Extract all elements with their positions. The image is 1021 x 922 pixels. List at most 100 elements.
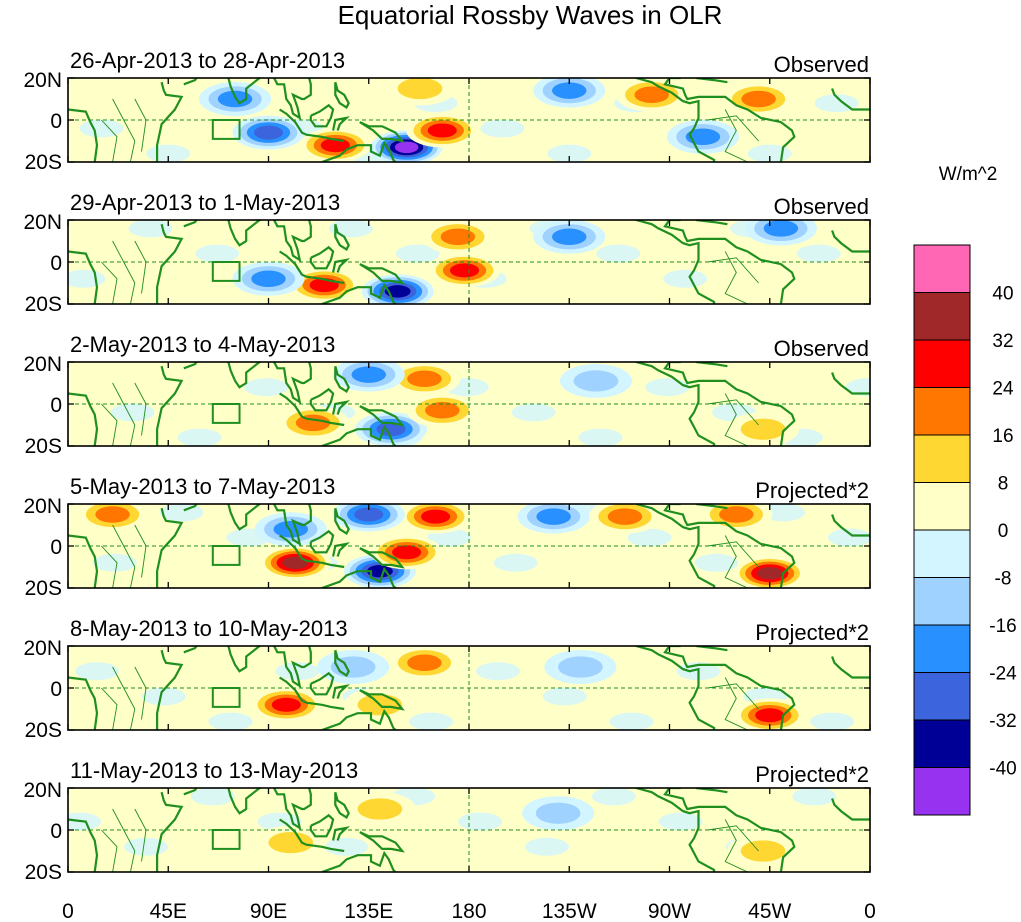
y-tick-label: 0 — [50, 678, 62, 701]
country-border — [101, 545, 118, 588]
anomaly-contour — [95, 506, 130, 523]
field-contour — [511, 403, 556, 422]
y-tick-label: 20N — [23, 353, 62, 376]
field-contour — [324, 837, 369, 856]
field-contour — [660, 504, 705, 522]
y-tick-label: 20N — [23, 211, 62, 234]
coastline — [309, 103, 335, 128]
coastline — [68, 392, 99, 446]
country-border — [707, 115, 759, 142]
panel-type-label: Projected*2 — [755, 478, 869, 503]
coastline — [359, 547, 405, 569]
anomaly-contour — [755, 708, 785, 723]
field-contour — [663, 269, 708, 288]
y-tick-label: 20N — [23, 69, 62, 92]
coastline — [332, 400, 350, 415]
anomaly-contour — [366, 564, 393, 578]
y-tick-label: 20S — [25, 719, 62, 742]
coastline — [226, 78, 263, 105]
map-panel: 20N 0 20S 29-Apr-2013 to 1-May-2013 Observed — [23, 190, 871, 316]
anomaly-contour — [425, 402, 460, 419]
y-tick-label: 0 — [50, 252, 62, 275]
field-contour — [578, 428, 623, 446]
field-contour — [745, 378, 790, 397]
panel-date-range: 8-May-2013 to 10-May-2013 — [70, 616, 348, 641]
coastline — [332, 258, 350, 273]
coastline — [663, 220, 796, 304]
coastline — [183, 220, 198, 228]
field-contour — [562, 269, 607, 288]
panel-date-range: 29-Apr-2013 to 1-May-2013 — [70, 190, 340, 215]
country-border — [101, 119, 118, 162]
coastline — [309, 529, 335, 554]
x-tick-label: 90E — [250, 900, 287, 922]
field-contour — [159, 504, 204, 522]
country-border — [724, 535, 748, 588]
field-contour — [157, 812, 202, 831]
colorbar-swatch — [913, 292, 971, 341]
field-contour — [475, 662, 520, 681]
field-contour — [92, 553, 137, 572]
coastline — [334, 81, 350, 109]
x-tick-label: 45E — [150, 900, 187, 922]
field-contour — [126, 528, 171, 547]
panel-date-range: 2-May-2013 to 4-May-2013 — [70, 332, 335, 357]
coastline — [226, 646, 263, 673]
coastline — [272, 362, 312, 405]
field-contour — [177, 428, 222, 446]
coastline — [332, 826, 350, 841]
coastline — [156, 365, 184, 446]
x-tick-label: 0 — [864, 900, 876, 922]
colorbar-label: -32 — [989, 711, 1016, 732]
y-tick-label: 20S — [25, 293, 62, 316]
coastline — [663, 78, 796, 162]
anomaly-contour — [282, 556, 309, 570]
anomaly-contour — [449, 263, 480, 278]
field-contour — [776, 662, 821, 681]
coastline — [321, 282, 397, 304]
coastline — [359, 263, 405, 285]
panel-type-label: Projected*2 — [755, 620, 869, 645]
coastline — [334, 365, 350, 393]
coastline — [183, 504, 198, 512]
anomaly-contour — [251, 270, 286, 288]
field-contour — [594, 553, 639, 572]
field-contour — [825, 837, 870, 856]
coastline — [279, 676, 345, 711]
coastline — [279, 392, 345, 427]
coastline — [321, 424, 397, 446]
anomaly-contour — [217, 90, 253, 108]
coastline — [272, 646, 312, 689]
field-contour — [696, 244, 741, 263]
colorbar-swatch — [913, 719, 971, 768]
field-contour — [761, 504, 806, 522]
field-contour — [175, 662, 220, 681]
coastline — [183, 78, 198, 86]
field-contour — [68, 144, 90, 162]
coastline — [279, 818, 345, 853]
country-border — [112, 382, 136, 446]
field-contour — [190, 788, 235, 806]
country-border — [707, 541, 759, 568]
anomaly-contour — [763, 220, 799, 237]
anomaly-contour — [756, 567, 783, 580]
map-panel: 20N 0 20S 8-May-2013 to 10-May-2013 Projecte… — [23, 616, 871, 742]
colorbar-label: 8 — [998, 474, 1009, 495]
field-contour — [447, 144, 491, 162]
colorbar-label: -40 — [989, 759, 1016, 780]
y-tick-label: 20N — [23, 779, 62, 802]
field-contour — [524, 837, 569, 856]
coastline — [831, 656, 870, 679]
coastline — [334, 649, 350, 677]
field-contour — [627, 528, 672, 547]
field-contour — [814, 94, 859, 113]
coastline — [332, 684, 350, 699]
coastline — [183, 646, 198, 654]
coastline — [663, 362, 796, 446]
colorbar-swatch — [913, 577, 971, 626]
field-contour — [645, 378, 690, 397]
index-box — [211, 261, 241, 282]
anomaly-contour — [421, 509, 451, 524]
coastline — [663, 646, 796, 730]
coastline — [635, 220, 716, 304]
